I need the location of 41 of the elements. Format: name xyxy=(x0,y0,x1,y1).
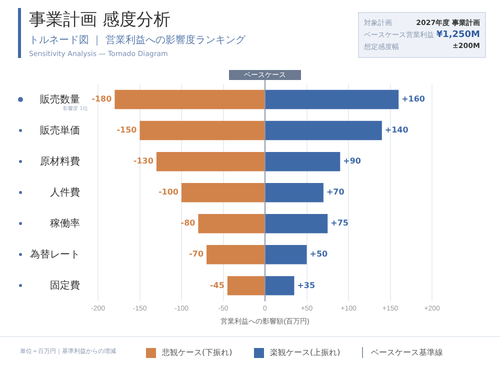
data-label: -80 xyxy=(180,218,196,228)
text: ¥1,250M xyxy=(436,30,480,40)
data-label: -150 xyxy=(116,126,138,135)
data-label: +50 xyxy=(310,250,328,259)
bar xyxy=(266,245,307,264)
data-label: +90 xyxy=(343,156,362,166)
bar xyxy=(206,245,264,264)
data-label: +140 xyxy=(384,126,409,135)
y-tick-label: 為替レート xyxy=(30,248,80,260)
text: ベースケース基準線 xyxy=(371,347,443,358)
legend-label: 悲観ケース(下振れ) xyxy=(162,347,232,358)
data-label: +35 xyxy=(297,280,316,290)
data-label: -180 xyxy=(92,94,112,104)
bar xyxy=(266,182,324,202)
y-tick-label: 稼働率 xyxy=(50,217,80,230)
y-tick-label: 販売数量 xyxy=(40,93,80,106)
chart-title: 事業計画 感度分析 xyxy=(29,9,172,31)
bar xyxy=(182,182,264,202)
bar xyxy=(140,120,264,140)
bar xyxy=(266,90,399,110)
data-label: +160 xyxy=(402,94,426,104)
bar xyxy=(156,152,264,172)
bar xyxy=(266,276,294,296)
chart-subtitle: トルネード図 ｜ 営業利益への影響度ランキング xyxy=(29,34,246,47)
y-tick-label: 原材料費 xyxy=(40,155,80,168)
bar xyxy=(266,214,328,234)
data-label: +70 xyxy=(326,188,345,197)
bar xyxy=(114,90,264,110)
legend-label: 楽観ケース(上振れ) xyxy=(270,347,340,358)
y-tick-label: 人件費 xyxy=(50,186,80,198)
data-label: -45 xyxy=(210,280,225,290)
bar xyxy=(266,120,382,140)
bar xyxy=(198,214,264,234)
y-tick-label: 販売単価 xyxy=(40,124,80,136)
bar xyxy=(227,276,264,296)
data-label: -130 xyxy=(133,156,154,166)
bar xyxy=(266,152,340,172)
data-label: +75 xyxy=(330,218,349,228)
data-label: -70 xyxy=(189,250,204,259)
y-tick-label: 固定費 xyxy=(50,279,80,292)
data-label: -100 xyxy=(158,188,179,197)
